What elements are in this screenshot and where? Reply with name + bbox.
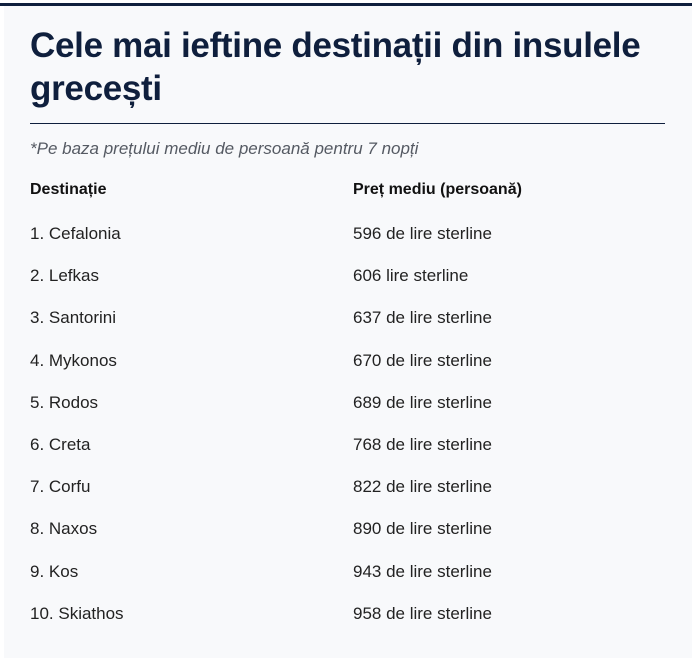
destination: 1. Cefalonia [30,224,121,243]
column-header: Destinație [30,181,107,198]
price: 596 de lire sterline [353,224,492,243]
destination: 4. Mykonos [30,350,117,370]
destination: 2. Lefkas [30,266,99,286]
destination: 7. Corfu [30,477,91,497]
price: 606 lire sterline [353,266,469,286]
title: Cele mai ieftine destinații din insulele… [30,26,641,108]
price: 890 de lire sterline [353,519,492,539]
destination: 5. Rodos [30,392,99,412]
destination: 9. Kos [30,561,79,581]
destination: 3. Santorini [30,308,116,328]
price: 768 de lire sterline [353,435,492,454]
destination: 10. Skiathos [30,603,124,623]
price: 637 de lire sterline [353,308,492,328]
price: 958 de lire sterline [353,603,492,623]
column-header: Preț mediu (persoană) [353,181,522,198]
destination: 8. Naxos [30,519,98,539]
destination: 6. Creta [30,435,91,454]
divider [30,123,665,124]
price: 689 de lire sterline [353,392,492,412]
price: 670 de lire sterline [353,350,492,370]
card [4,6,692,658]
price: 822 de lire sterline [353,477,492,497]
price: 943 de lire sterline [353,561,492,581]
top-bar [0,3,692,6]
note: *Pe baza prețului mediu de persoană pent… [30,139,419,158]
